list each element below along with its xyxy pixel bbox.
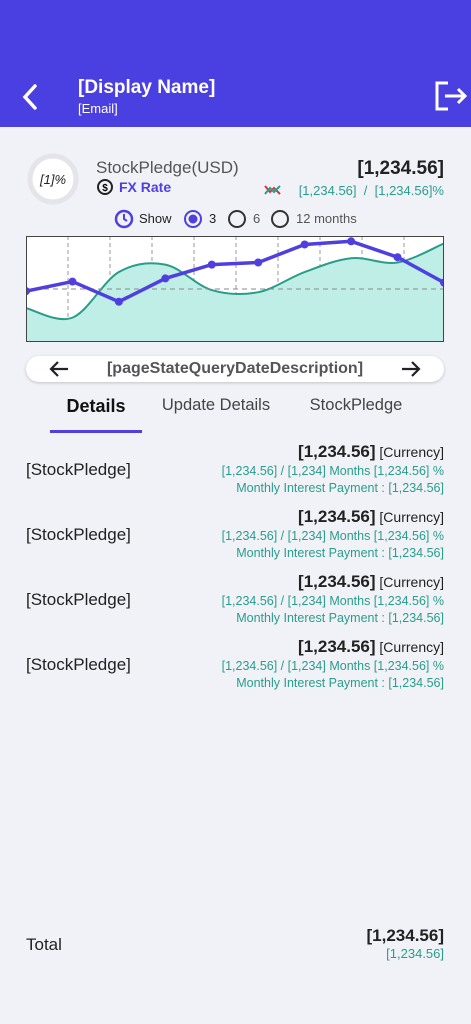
sub-amount: [1,234.56]	[298, 183, 357, 198]
trend-icon	[264, 185, 281, 195]
item-amount: [1,234.56]	[298, 442, 376, 461]
pledge-item: [StockPledge] [1,234.56] [Currency] [1,234…	[26, 507, 444, 567]
prev-button[interactable]	[48, 360, 70, 378]
show-label: Show	[139, 211, 172, 226]
tab[interactable]: StockPledge	[309, 396, 403, 414]
item-list: [StockPledge] [1,234.56] [Currency] [1,234…	[0, 442, 471, 712]
item-amount: [1,234.56]	[298, 572, 376, 591]
point	[254, 258, 263, 267]
radio[interactable]	[227, 209, 247, 229]
item-detail: [1,234.56] / [1,234] Months [1,234.56] %	[221, 659, 444, 673]
item-interest: Monthly Interest Payment : [1,234.56]	[236, 611, 444, 625]
logout-button[interactable]	[434, 80, 468, 112]
tab[interactable]: Details	[66, 396, 126, 416]
summary-amount: [1,234.56]	[357, 158, 444, 179]
item-detail: [1,234.56] / [1,234] Months [1,234.56] %	[221, 464, 444, 478]
radio[interactable]	[183, 209, 203, 229]
item-amount-row: [1,234.56] [Currency]	[298, 637, 444, 657]
item-currency: [Currency]	[379, 574, 444, 590]
radio-ring	[184, 210, 202, 228]
item-amount-row: [1,234.56] [Currency]	[298, 442, 444, 462]
back-button[interactable]	[18, 82, 42, 112]
point	[393, 253, 402, 262]
date-label: [pageStateQueryDateDescription]	[106, 360, 364, 377]
fx-rate-link[interactable]: FX Rate	[119, 179, 172, 195]
app-bar: [Display Name] [Email]	[0, 0, 471, 127]
item-detail: [1,234.56] / [1,234] Months [1,234.56] %	[221, 594, 444, 608]
point	[207, 260, 216, 269]
item-currency: [Currency]	[379, 444, 444, 460]
date-nav: [pageStateQueryDateDescription]	[26, 356, 444, 382]
total-label: Total	[26, 935, 62, 954]
radio-ring	[228, 210, 246, 228]
pledge-item: [StockPledge] [1,234.56] [Currency] [1,234…	[26, 442, 444, 502]
item-name: [StockPledge]	[26, 590, 131, 609]
progress-ring	[27, 153, 79, 205]
sub-percent: [1,234.56]%	[374, 183, 444, 198]
fx-icon: $	[97, 179, 113, 195]
summary-title: StockPledge(USD)	[96, 158, 239, 177]
point	[68, 277, 77, 286]
radio-label: 12 months	[296, 211, 357, 226]
display-name: [Display Name]	[78, 77, 216, 98]
area	[26, 242, 444, 342]
item-interest: Monthly Interest Payment : [1,234.56]	[236, 676, 444, 690]
item-currency: [Currency]	[379, 639, 444, 655]
percent: [1]%	[39, 172, 66, 187]
tab[interactable]: Update Details	[161, 396, 271, 414]
pledge-item: [StockPledge] [1,234.56] [Currency] [1,234…	[26, 572, 444, 632]
tab-indicator	[50, 430, 142, 433]
radio-label: 6	[253, 211, 261, 226]
summary-sub: [1,234.56] / [1,234.56]%	[299, 183, 444, 198]
item-interest: Monthly Interest Payment : [1,234.56]	[236, 546, 444, 560]
radio[interactable]	[270, 209, 290, 229]
radio-label: 3	[209, 211, 217, 226]
radio-ring	[271, 210, 289, 228]
point	[114, 297, 123, 306]
item-name: [StockPledge]	[26, 460, 131, 479]
item-interest: Monthly Interest Payment : [1,234.56]	[236, 481, 444, 495]
chart	[26, 236, 444, 342]
separator: /	[363, 183, 368, 198]
item-name: [StockPledge]	[26, 655, 131, 674]
radio-dot	[188, 214, 198, 224]
svg-text:$: $	[102, 183, 108, 194]
item-currency: [Currency]	[379, 509, 444, 525]
item-amount-row: [1,234.56] [Currency]	[298, 572, 444, 592]
point	[161, 274, 170, 283]
line	[26, 239, 444, 304]
total-amount: [1,234.56]	[366, 926, 445, 945]
point	[300, 240, 309, 249]
email: [Email]	[78, 101, 118, 116]
item-detail: [1,234.56] / [1,234] Months [1,234.56] %	[221, 529, 444, 543]
chart-border	[26, 236, 444, 342]
pledge-item: [StockPledge] [1,234.56] [Currency] [1,234…	[26, 637, 444, 697]
history-icon	[114, 209, 134, 229]
total-sub: [1,234.56]	[386, 946, 444, 961]
tabs: Details Update Details StockPledge	[0, 392, 471, 434]
item-amount: [1,234.56]	[298, 507, 376, 526]
item-name: [StockPledge]	[26, 525, 131, 544]
range-options: 3 6 12 months	[0, 206, 471, 232]
item-amount: [1,234.56]	[298, 637, 376, 656]
item-amount-row: [1,234.56] [Currency]	[298, 507, 444, 527]
point	[347, 237, 356, 246]
next-button[interactable]	[400, 360, 422, 378]
